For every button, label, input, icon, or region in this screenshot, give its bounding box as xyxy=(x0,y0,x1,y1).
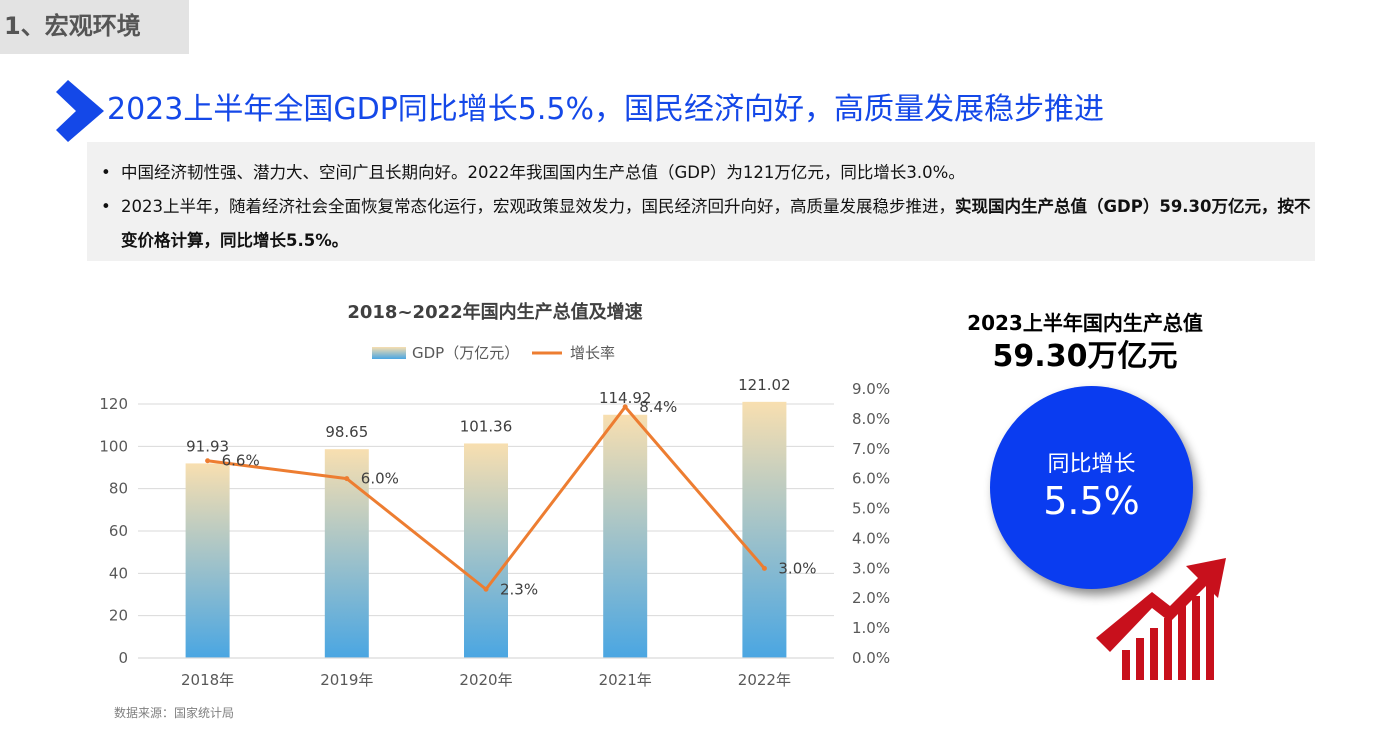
chart-title: 2018~2022年国内生产总值及增速 xyxy=(347,301,642,323)
kpi-title: 2023上半年国内生产总值 xyxy=(967,311,1203,335)
x-tick-label: 2019年 xyxy=(320,671,373,689)
bar-gdp xyxy=(603,414,648,658)
growth-point xyxy=(205,458,211,464)
summary-item: • 2023上半年，随着经济社会全面恢复常态化运行，宏观政策显效发力，国民经济回… xyxy=(97,190,1315,258)
bar-chart-up-arrow-icon xyxy=(1096,558,1226,680)
growth-point xyxy=(483,586,489,592)
summary-text: 2023上半年，随着经济社会全面恢复常态化运行，宏观政策显效发力，国民经济回升向… xyxy=(121,197,955,216)
line-data-label: 2.3% xyxy=(500,580,538,598)
kpi-value: 59.30万亿元 xyxy=(992,339,1178,374)
legend-swatch-gdp xyxy=(372,347,406,359)
y-right-tick-label: 5.0% xyxy=(852,500,890,518)
y-left-tick-label: 120 xyxy=(99,395,128,413)
chevron-right-icon xyxy=(56,80,104,142)
bar-data-label: 114.92 xyxy=(599,389,652,407)
x-tick-label: 2020年 xyxy=(459,671,512,689)
y-left-tick-label: 100 xyxy=(99,437,128,455)
bar-data-label: 98.65 xyxy=(325,423,368,441)
x-tick-label: 2022年 xyxy=(738,671,791,689)
bar-data-label: 101.36 xyxy=(460,417,513,435)
bullet-icon: • xyxy=(101,163,111,182)
bar-gdp xyxy=(185,463,230,658)
summary-box: • 中国经济韧性强、潜力大、空间广且长期向好。2022年我国国内生产总值（GDP… xyxy=(87,142,1315,261)
chart-source: 数据来源：国家统计局 xyxy=(114,705,234,720)
y-right-tick-label: 7.0% xyxy=(852,440,890,458)
y-left-tick-label: 60 xyxy=(109,522,128,540)
bar-gdp xyxy=(742,401,787,658)
y-right-tick-label: 6.0% xyxy=(852,470,890,488)
headline: 2023上半年全国GDP同比增长5.5%，国民经济向好，高质量发展稳步推进 xyxy=(107,92,1105,127)
y-right-tick-label: 1.0% xyxy=(852,619,890,637)
bar-data-label: 121.02 xyxy=(738,376,791,394)
summary-item: • 中国经济韧性强、潜力大、空间广且长期向好。2022年我国国内生产总值（GDP… xyxy=(97,156,1315,190)
x-tick-label: 2018年 xyxy=(181,671,234,689)
bullet-icon: • xyxy=(101,197,111,216)
growth-label: 同比增长 xyxy=(1047,452,1136,477)
y-right-tick-label: 4.0% xyxy=(852,529,890,547)
y-right-tick-label: 0.0% xyxy=(852,649,890,667)
y-right-tick-label: 2.0% xyxy=(852,589,890,607)
gdp-combo-chart: 2018~2022年国内生产总值及增速 GDP（万亿元） 增长率 91.93 98… xyxy=(99,301,890,720)
y-right-tick-label: 3.0% xyxy=(852,559,890,577)
y-right-tick-label: 9.0% xyxy=(852,380,890,398)
line-data-label: 8.4% xyxy=(639,398,677,416)
bar-gdp xyxy=(324,449,369,658)
y-left-tick-label: 20 xyxy=(109,607,128,625)
bar-gdp xyxy=(464,443,508,658)
growth-point xyxy=(622,404,628,410)
line-data-label: 3.0% xyxy=(778,559,816,577)
section-tab: 1、宏观环境 xyxy=(0,0,189,54)
y-left-tick-label: 80 xyxy=(109,480,128,498)
growth-circle: 同比增长 5.5% xyxy=(990,386,1193,589)
line-data-label: 6.0% xyxy=(361,470,399,488)
bar-data-label: 91.93 xyxy=(186,437,229,455)
y-left-tick-label: 40 xyxy=(109,564,128,582)
line-data-label: 6.6% xyxy=(222,452,260,470)
summary-highlight: 实现国内生产总值（GDP）59.30万亿元，按不变价格计算，同比增长5.5%。 xyxy=(121,197,1311,250)
legend-label-growth: 增长率 xyxy=(570,344,615,362)
growth-point xyxy=(344,476,350,482)
section-label: 1、宏观环境 xyxy=(4,12,141,40)
growth-value: 5.5% xyxy=(1043,479,1140,523)
x-tick-label: 2021年 xyxy=(599,671,652,689)
y-right-tick-label: 8.0% xyxy=(852,410,890,428)
y-left-tick-label: 0 xyxy=(118,649,128,667)
legend-label-gdp: GDP（万亿元） xyxy=(412,344,519,362)
summary-text: 中国经济韧性强、潜力大、空间广且长期向好。2022年我国国内生产总值（GDP）为… xyxy=(121,163,965,182)
growth-point xyxy=(761,565,767,571)
